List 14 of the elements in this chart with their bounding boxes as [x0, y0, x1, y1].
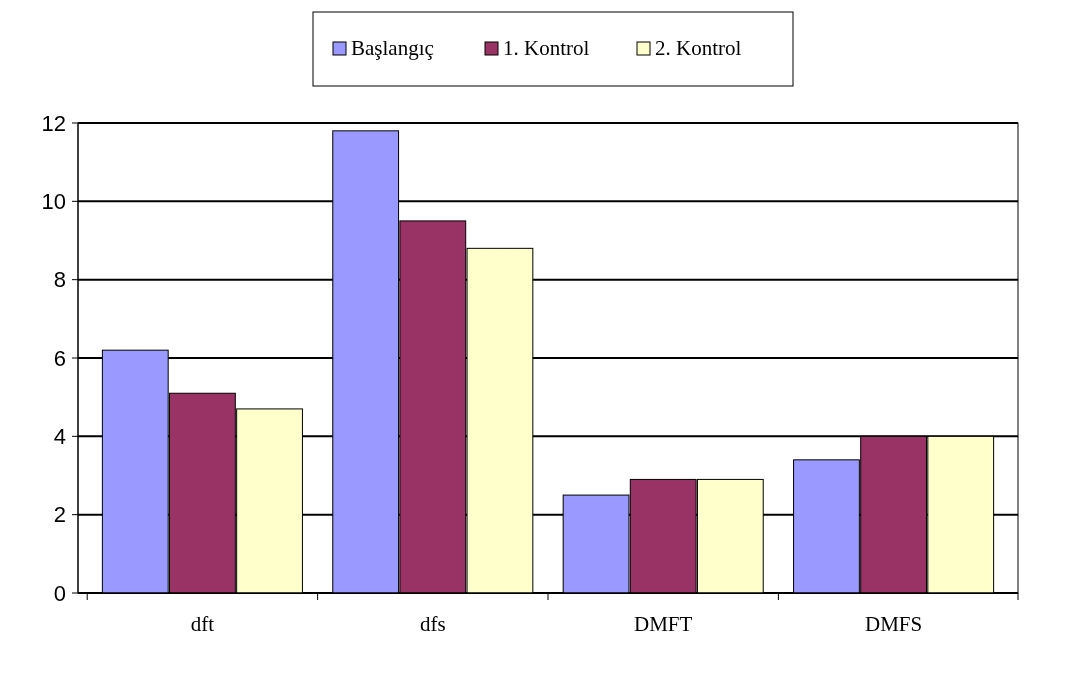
legend-label: 2. Kontrol [655, 36, 742, 60]
y-tick-label: 12 [41, 110, 66, 136]
y-tick-label: 6 [53, 345, 66, 371]
x-tick-label: DMFT [634, 612, 693, 636]
x-tick-label: DMFS [864, 612, 923, 636]
x-tick-label: dfs [419, 612, 446, 636]
y-tick-label: 0 [53, 580, 66, 606]
x-tick-label: dft [190, 612, 215, 636]
y-tick-label: 8 [53, 267, 66, 293]
y-tick-label: 10 [41, 189, 66, 215]
y-tick-label: 4 [53, 424, 66, 450]
y-tick-label: 2 [53, 502, 66, 528]
legend-label: Başlangıç [351, 36, 434, 60]
legend-label: 1. Kontrol [503, 36, 590, 60]
